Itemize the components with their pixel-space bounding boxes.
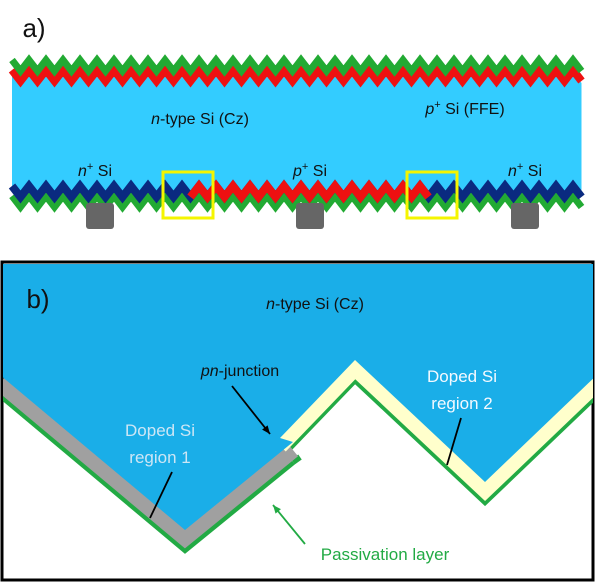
- region-1-label: region 1: [129, 448, 190, 467]
- italic-part: p: [292, 163, 302, 180]
- text-part: -type Si (Cz): [160, 111, 249, 128]
- contact: [296, 203, 324, 229]
- region-2-label: region 2: [431, 394, 492, 413]
- text-part: -type Si (Cz): [275, 296, 364, 313]
- panel-label: b): [26, 284, 49, 314]
- passivation-label: Passivation layer: [321, 545, 450, 564]
- contact: [511, 203, 539, 229]
- text-part: -junction: [219, 363, 279, 380]
- italic-part: n: [266, 296, 275, 313]
- figure: a)b)n-type Si (Cz)p+ Si (FFE)n+ Sip+ Sin…: [0, 0, 596, 582]
- italic-part: n: [151, 111, 160, 128]
- region-label: p+ Si: [292, 161, 327, 180]
- region-1-label: Doped Si: [125, 421, 195, 440]
- contact: [86, 203, 114, 229]
- italic-part: n: [508, 163, 517, 180]
- region-2-label: Doped Si: [427, 367, 497, 386]
- italic-part: n: [78, 163, 87, 180]
- junction-label: pn-junction: [200, 363, 279, 380]
- page: a)b)n-type Si (Cz)p+ Si (FFE)n+ Sip+ Sin…: [0, 0, 596, 582]
- panel-a: [12, 60, 582, 229]
- text-part: Si (FFE): [441, 101, 505, 118]
- italic-part: pn: [200, 363, 219, 380]
- region-label: n+ Si: [508, 161, 542, 180]
- text-part: Si: [93, 163, 112, 180]
- bulk-label: n-type Si (Cz): [266, 296, 364, 313]
- panel-label: a): [22, 13, 45, 43]
- bulk-label: n-type Si (Cz): [151, 111, 249, 128]
- region-label: n+ Si: [78, 161, 112, 180]
- italic-part: p: [424, 101, 434, 118]
- text-part: Si: [308, 163, 327, 180]
- text-part: Si: [523, 163, 542, 180]
